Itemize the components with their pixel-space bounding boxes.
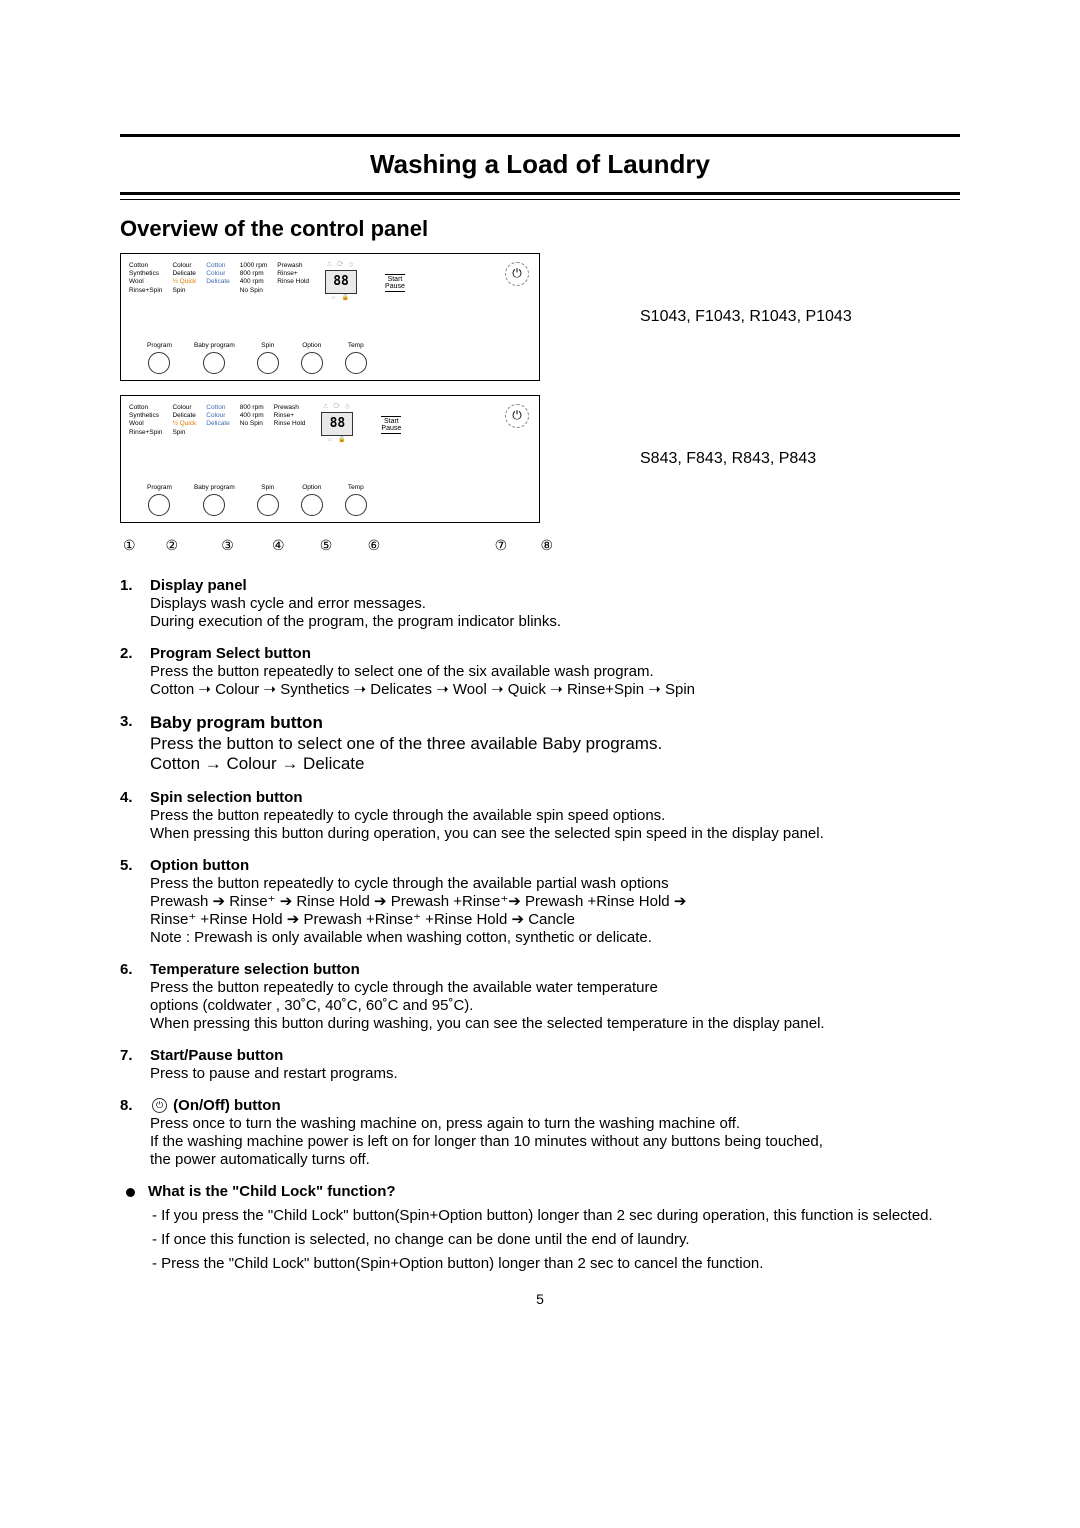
item-title: Baby program button (150, 713, 323, 732)
display-icons-top: ⎍ ⟳ ⊙ (327, 262, 355, 269)
panel-col-4a: 1000 rpm 800 rpm 400 rpm No Spin (240, 262, 267, 296)
list-item: 5. Option buttonPress the button repeated… (120, 857, 960, 947)
item-body-line: Cotton → Colour → Delicate (150, 754, 960, 774)
model-list-2: S843, F843, R843, P843 (640, 449, 816, 468)
callout-row: ① ② ③ ④ ⑤ ⑥ ⑦ ⑧ (123, 537, 553, 554)
item-body-line: Press the button to select one of the th… (150, 734, 960, 754)
panel-diagram-2: Cotton Synthetics Wool Rinse+Spin Colour… (120, 395, 960, 523)
rule-top (120, 134, 960, 137)
item-title: Display panel (150, 577, 247, 594)
knob-baby (203, 352, 225, 374)
item-number: 2. (120, 645, 133, 663)
item-body-line: Press to pause and restart programs. (150, 1065, 960, 1083)
items-list: 1. Display panelDisplays wash cycle and e… (120, 577, 960, 1168)
item-number: 3. (120, 713, 133, 731)
panel-col-1: Cotton Synthetics Wool Rinse+Spin (129, 262, 162, 296)
list-item: 3. Baby program button Press the button to… (120, 713, 960, 774)
power-icon: ⏻ (505, 262, 529, 286)
item-body-line: Press once to turn the washing machine o… (150, 1115, 960, 1133)
item-number: 7. (120, 1047, 133, 1065)
page-title: Washing a Load of Laundry (120, 141, 960, 188)
rule-under-title (120, 192, 960, 195)
item-number: 4. (120, 789, 133, 807)
item-title: (On/Off) button (169, 1097, 281, 1114)
panel-col-5: Prewash Rinse+ Rinse Hold (277, 262, 309, 296)
item-body-line: If the washing machine power is left on … (150, 1133, 960, 1151)
item-body-line: options (coldwater , 30˚C, 40˚C, 60˚C an… (150, 997, 960, 1015)
panel-col-2: Colour Delicate ½ Quick Spin (172, 262, 196, 296)
item-title: Spin selection button (150, 789, 303, 806)
item-body-line: Displays wash cycle and error messages. (150, 595, 960, 613)
knob-program (148, 352, 170, 374)
item-body-line: Cotton ➝ Colour ➝ Synthetics ➝ Delicates… (150, 681, 960, 699)
display-icons-bottom: ☼ 🔒 (331, 295, 352, 302)
list-item: 4. Spin selection buttonPress the button … (120, 789, 960, 843)
rule-under-title-2 (120, 199, 960, 200)
item-title: Program Select button (150, 645, 311, 662)
page-number: 5 (120, 1291, 960, 1308)
item-number: 8. (120, 1097, 133, 1115)
list-item: 8. ⏻ (On/Off) buttonPress once to turn th… (120, 1097, 960, 1169)
power-icon: ⏻ (152, 1098, 167, 1113)
item-body-line: Press the button repeatedly to cycle thr… (150, 807, 960, 825)
knob-row: Program Baby program Spin Option Temp (147, 342, 367, 374)
item-body-line: Press the button repeatedly to cycle thr… (150, 979, 960, 997)
list-item: 1. Display panelDisplays wash cycle and e… (120, 577, 960, 631)
child-lock-section: What is the "Child Lock" function? - If … (120, 1183, 960, 1273)
list-item: 2. Program Select buttonPress the button … (120, 645, 960, 699)
knob-spin (257, 352, 279, 374)
item-body-line: Note : Prewash is only available when wa… (150, 929, 960, 947)
list-item: 7. Start/Pause buttonPress to pause and r… (120, 1047, 960, 1083)
list-item: 6. Temperature selection buttonPress the … (120, 961, 960, 1033)
start-pause-label: StartPause (385, 274, 405, 292)
knob-option (301, 352, 323, 374)
item-body-line: the power automatically turns off. (150, 1151, 960, 1169)
panel-diagram-1: Cotton Synthetics Wool Rinse+Spin Colour… (120, 253, 960, 381)
item-title: Start/Pause button (150, 1047, 283, 1064)
model-list-1: S1043, F1043, R1043, P1043 (640, 307, 852, 326)
item-body-line: Prewash ➔ Rinse⁺ ➔ Rinse Hold ➔ Prewash … (150, 893, 960, 911)
item-title: Temperature selection button (150, 961, 360, 978)
item-body-line: Press the button repeatedly to select on… (150, 663, 960, 681)
item-body-line: Press the button repeatedly to cycle thr… (150, 875, 960, 893)
item-title: Option button (150, 857, 249, 874)
panel-col-3: Cotton Colour Delicate (206, 262, 229, 296)
item-body-line: Rinse⁺ +Rinse Hold ➔ Prewash +Rinse⁺ +Ri… (150, 911, 960, 929)
item-body-line: During execution of the program, the pro… (150, 613, 960, 631)
display-panel: 88 (325, 270, 357, 294)
knob-temp (345, 352, 367, 374)
item-number: 6. (120, 961, 133, 979)
item-number: 5. (120, 857, 133, 875)
item-number: 1. (120, 577, 133, 595)
item-body-line: When pressing this button during operati… (150, 825, 960, 843)
item-body-line: When pressing this button during washing… (150, 1015, 960, 1033)
section-heading: Overview of the control panel (120, 216, 960, 242)
